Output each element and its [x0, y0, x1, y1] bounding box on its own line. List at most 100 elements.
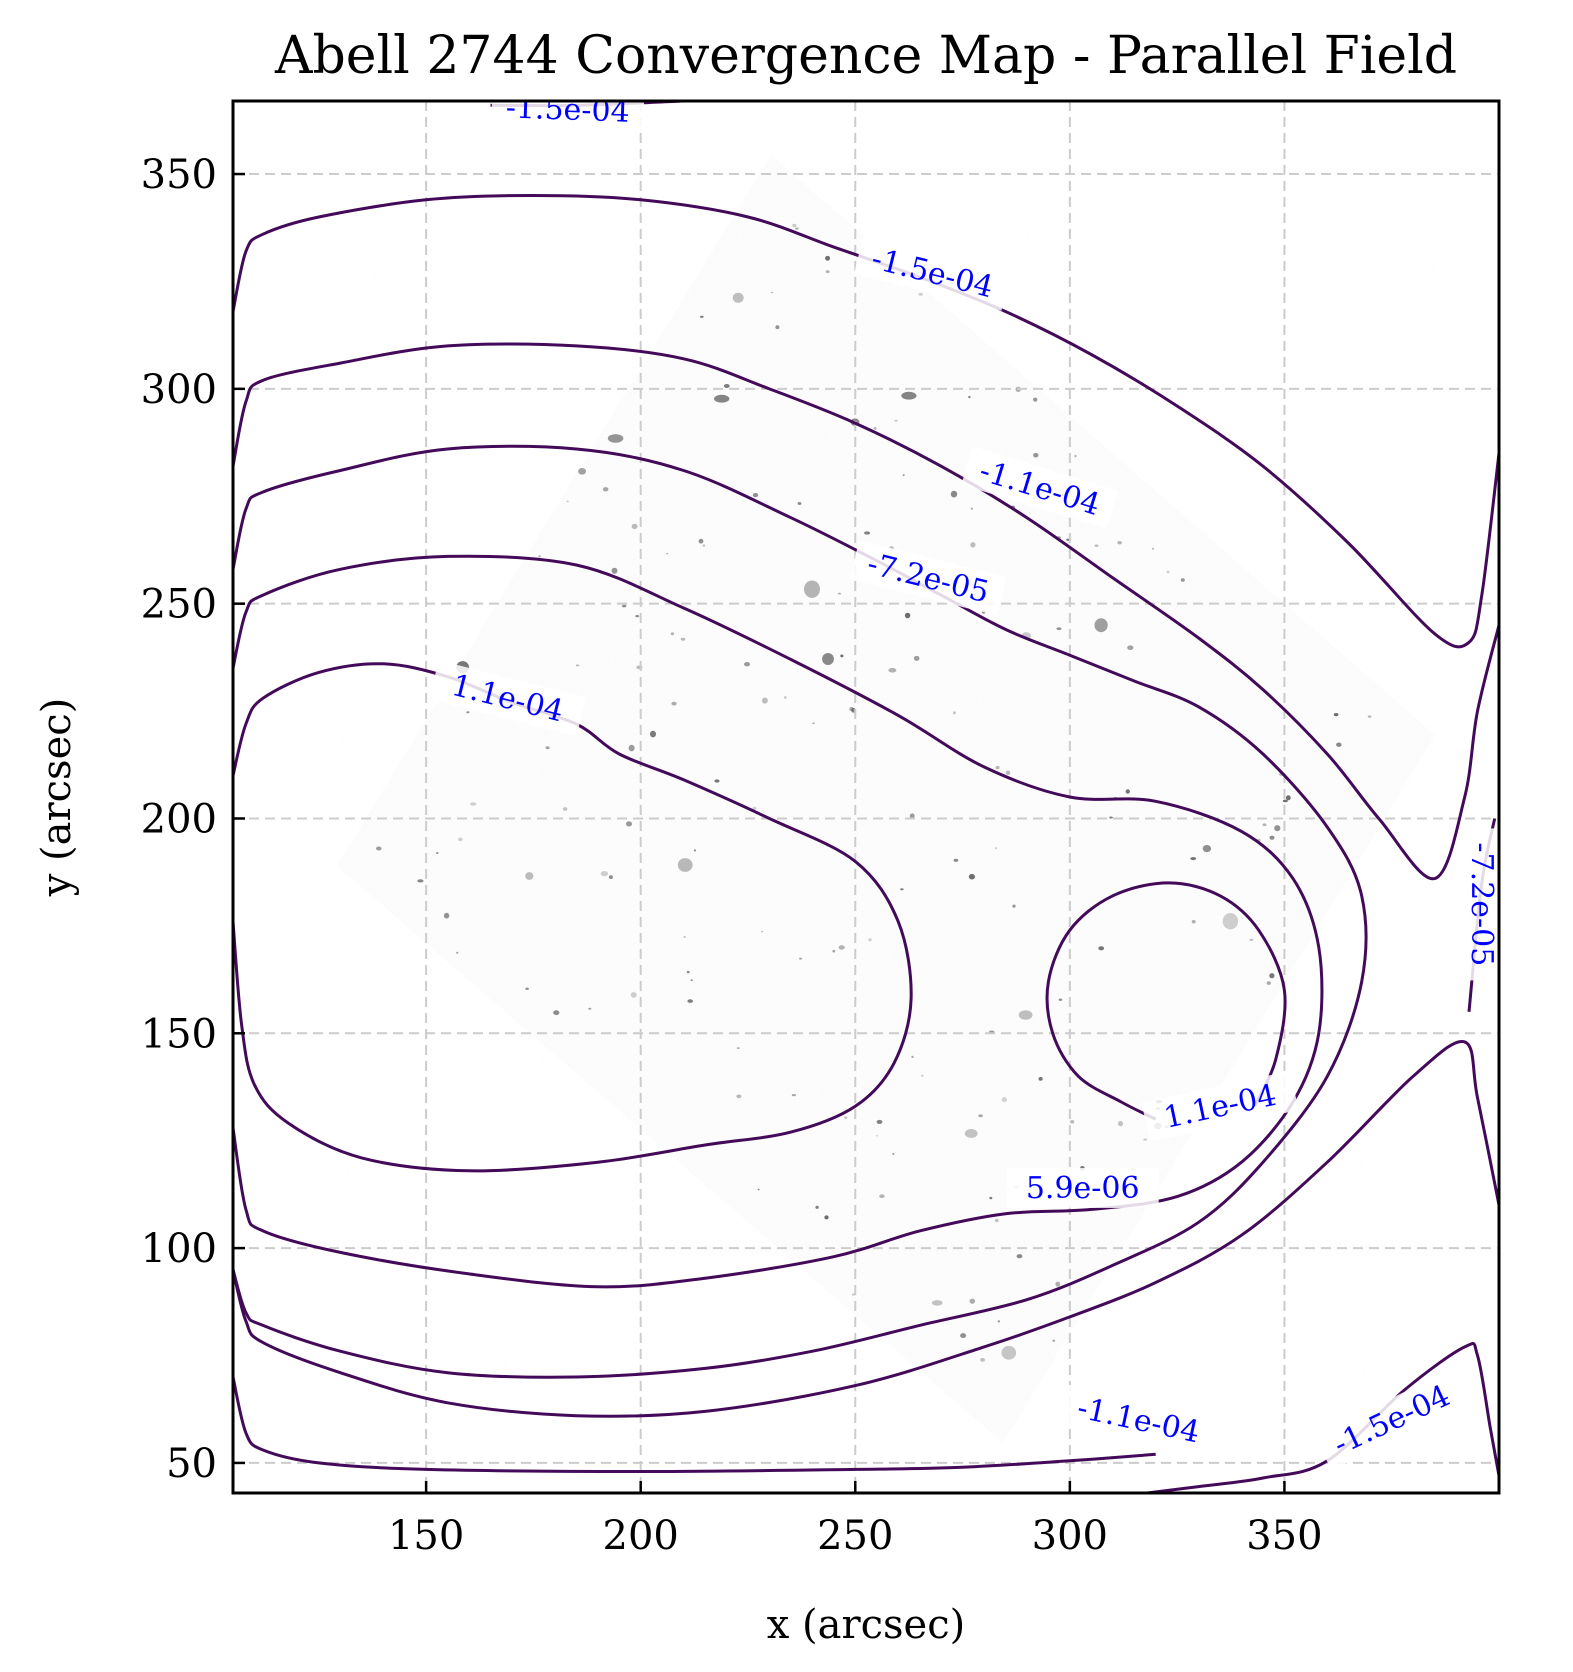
contour-label: -1.5e-04 — [505, 90, 630, 129]
galaxy-mark — [723, 384, 730, 388]
galaxy-mark — [1052, 1339, 1056, 1342]
galaxy-mark — [683, 936, 686, 938]
galaxy-mark — [969, 1298, 976, 1304]
galaxy-mark — [698, 538, 704, 544]
x-tick-label: 200 — [603, 1513, 679, 1559]
galaxy-mark — [1143, 1138, 1148, 1141]
galaxy-mark — [1274, 825, 1281, 832]
galaxy-mark — [752, 806, 757, 810]
galaxy-mark — [909, 813, 915, 819]
contour-label-bg — [849, 540, 1007, 616]
galaxy-mark — [1038, 1077, 1043, 1081]
galaxy-mark — [1033, 452, 1039, 458]
galaxy-mark — [770, 291, 774, 294]
galaxy-mark — [1070, 1120, 1075, 1124]
galaxy-mark — [1269, 835, 1275, 840]
galaxy-mark — [456, 951, 459, 954]
galaxy-mark — [775, 325, 780, 330]
galaxy-mark — [1152, 547, 1154, 550]
galaxy-mark — [795, 227, 799, 230]
galaxy-mark — [1074, 454, 1077, 458]
galaxy-mark — [608, 875, 613, 879]
x-tick-label: 300 — [1032, 1513, 1108, 1559]
galaxy-mark — [714, 394, 730, 403]
galaxy-mark — [904, 612, 911, 619]
galaxy-mark — [799, 957, 802, 960]
galaxy-mark — [844, 1116, 848, 1119]
galaxy-mark — [575, 664, 580, 667]
galaxy-mark — [1190, 857, 1197, 861]
galaxy-mark — [901, 391, 917, 400]
galaxy-mark — [876, 1135, 879, 1137]
galaxy-mark — [868, 938, 872, 942]
galaxy-mark — [1117, 541, 1122, 545]
galaxy-mark — [876, 1119, 883, 1124]
galaxy-mark — [1005, 770, 1011, 775]
galaxy-mark — [566, 500, 569, 503]
galaxy-mark — [931, 1300, 943, 1306]
galaxy-mark — [732, 292, 744, 303]
galaxy-mark — [562, 807, 568, 811]
galaxy-mark — [752, 493, 759, 498]
galaxy-mark — [804, 580, 820, 598]
galaxy-mark — [1222, 913, 1239, 930]
galaxy-mark — [1249, 938, 1254, 942]
galaxy-mark — [950, 490, 958, 498]
galaxy-mark — [960, 1333, 967, 1339]
y-tick-label: 250 — [141, 582, 217, 628]
galaxy-mark — [1125, 789, 1131, 794]
x-axis-label: x (arcsec) — [767, 1602, 965, 1648]
galaxy-mark — [1056, 627, 1062, 631]
galaxy-mark — [602, 487, 609, 492]
galaxy-mark — [686, 970, 690, 974]
galaxy-mark — [879, 1194, 885, 1198]
contour-label-bg — [961, 446, 1119, 530]
galaxy-mark — [1018, 1010, 1033, 1020]
galaxy-mark — [525, 987, 529, 991]
contour-label: -7.2e-05 — [1464, 842, 1499, 966]
galaxy-mark — [677, 858, 693, 872]
galaxy-mark — [968, 395, 971, 399]
galaxy-mark — [631, 523, 638, 530]
galaxy-mark — [980, 1358, 985, 1362]
galaxy-mark — [918, 292, 923, 296]
galaxy-mark — [968, 873, 976, 880]
contour-label-bg — [853, 235, 1012, 311]
y-tick-label: 150 — [141, 1011, 217, 1057]
galaxy-mark — [994, 847, 998, 850]
galaxy-mark — [825, 270, 830, 274]
galaxy-mark — [812, 722, 815, 725]
contour-line — [1045, 881, 1287, 1121]
galaxy-mark — [864, 531, 871, 535]
galaxy-mark — [978, 1114, 983, 1118]
galaxy-mark — [588, 1007, 592, 1010]
galaxy-mark — [1001, 1097, 1007, 1103]
galaxy-mark — [578, 468, 587, 475]
galaxy-mark — [736, 1094, 742, 1099]
galaxy-mark — [822, 653, 834, 665]
galaxy-mark — [630, 992, 637, 998]
galaxy-mark — [837, 592, 842, 595]
galaxy-mark — [873, 426, 877, 430]
galaxy-mark — [744, 662, 750, 667]
y-tick-label: 100 — [141, 1226, 217, 1272]
galaxy-mark — [443, 912, 450, 919]
galaxy-mark — [838, 945, 845, 950]
galaxy-mark — [435, 852, 439, 854]
contour-label: -1.1e-04 — [1074, 1390, 1202, 1450]
galaxy-mark — [628, 744, 635, 752]
galaxy-mark — [994, 1218, 999, 1223]
galaxy-mark — [995, 765, 1000, 770]
galaxy-mark — [693, 849, 697, 852]
galaxy-mark — [970, 507, 974, 510]
galaxy-mark — [1055, 1281, 1061, 1287]
y-tick-label: 350 — [141, 152, 217, 198]
y-tick-label: 300 — [141, 367, 217, 413]
galaxy-mark — [1094, 544, 1099, 547]
y-tick-label: 50 — [166, 1441, 217, 1487]
galaxy-mark — [902, 474, 905, 477]
galaxy-mark — [1094, 618, 1108, 633]
galaxy-mark — [900, 888, 904, 891]
galaxy-mark — [625, 821, 633, 827]
